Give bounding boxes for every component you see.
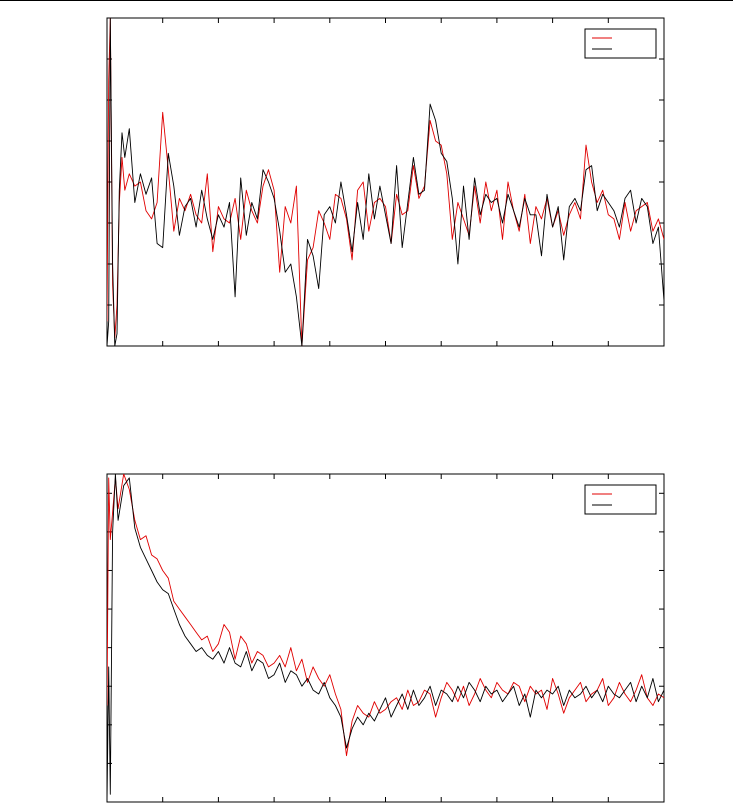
chart-top: [106, 17, 665, 347]
legend-box: [584, 484, 657, 515]
plot-frame: [106, 17, 665, 347]
series-line-black: [107, 18, 664, 346]
page-top-rule: [0, 0, 733, 1]
series-line-black: [107, 474, 664, 802]
legend: [584, 484, 657, 515]
series-line-red: [107, 474, 664, 757]
chart-bottom: [106, 473, 665, 803]
series-line-red: [107, 18, 664, 346]
legend-box: [584, 28, 657, 59]
plot-frame: [106, 473, 665, 803]
legend: [584, 28, 657, 59]
